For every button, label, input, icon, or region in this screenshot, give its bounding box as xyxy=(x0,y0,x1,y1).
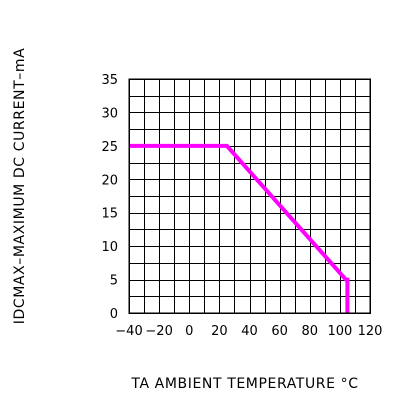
plot-frame xyxy=(128,78,371,314)
x-tick-label: 20 xyxy=(211,324,228,339)
x-tick-label: 120 xyxy=(358,324,383,339)
y-tick-labels: 0 5 10 15 20 25 30 35 xyxy=(101,73,118,322)
x-tick-labels: −40 −20 0 20 40 60 80 100 120 xyxy=(115,324,382,339)
y-tick-label: 35 xyxy=(101,73,118,88)
y-tick-label: 30 xyxy=(101,106,118,121)
x-tick-label: 60 xyxy=(271,324,288,339)
y-tick-label: 10 xyxy=(101,240,118,255)
x-tick-label: −40 xyxy=(115,324,142,339)
x-tick-label: 40 xyxy=(241,324,258,339)
series-line-0 xyxy=(129,143,350,313)
y-tick-label: 25 xyxy=(101,140,118,155)
x-tick-label: 80 xyxy=(301,324,318,339)
grid xyxy=(129,79,371,314)
x-tick-label: 100 xyxy=(327,324,352,339)
x-tick-label: 0 xyxy=(185,324,193,339)
y-tick-label: 5 xyxy=(110,274,118,289)
y-tick-label: 20 xyxy=(101,173,118,188)
x-axis-label: TA AMBIENT TEMPERATURE °C xyxy=(130,376,358,392)
series-layer xyxy=(129,143,350,313)
y-tick-label: 15 xyxy=(101,207,118,222)
x-tick-label: −20 xyxy=(145,324,172,339)
y-axis-label: IDCMAX–MAXIMUM DC CURRENT–mA xyxy=(12,48,28,325)
y-tick-label: 0 xyxy=(110,307,118,322)
